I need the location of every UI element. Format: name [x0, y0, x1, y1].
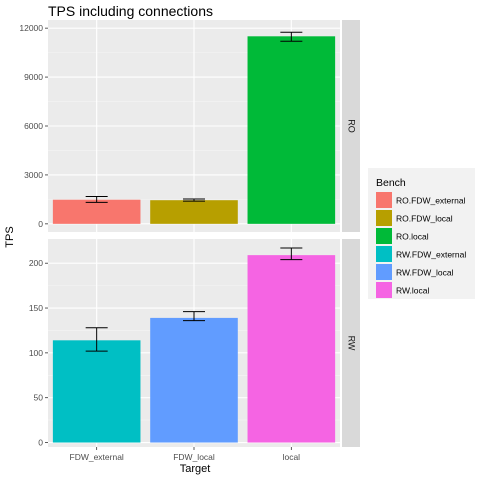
bar-rw-local	[247, 255, 336, 443]
legend-item: RO.local	[376, 228, 429, 244]
facet-panels: 0 3000 6000 9000 12000 RO 0 50 100 150 200 RW FDW_ex…	[19, 20, 360, 462]
facet-panel-rw: 0 50 100 150 200 RW	[29, 239, 360, 448]
legend-label: RO.local	[396, 232, 429, 242]
legend-title: Bench	[376, 177, 406, 189]
legend-items: RO.FDW_external RO.FDW_local RO.local RW.FD…	[376, 192, 466, 298]
legend-item: RW.FDW_external	[376, 246, 466, 262]
bar-ro-fdw-local	[150, 200, 238, 224]
legend-item: RO.FDW_external	[376, 192, 466, 208]
x-axis-title: Target	[180, 463, 211, 475]
bar-ro-fdw-external	[52, 199, 141, 224]
bar-rw-fdw-local	[150, 317, 238, 443]
legend-item: RW.FDW_local	[376, 264, 454, 280]
y-tick-label: 6000	[24, 121, 43, 131]
bar-rw-fdw-external	[52, 340, 141, 443]
facet-strip	[342, 20, 360, 232]
x-tick-label: local	[283, 452, 301, 462]
legend-item: RO.FDW_local	[376, 210, 453, 226]
legend: Bench RO.FDW_external RO.FDW_local RO.loca…	[368, 168, 475, 299]
facet-strip-label: RO	[347, 119, 357, 133]
x-tick-label: FDW_external	[70, 452, 124, 462]
legend-key-swatch	[376, 192, 392, 208]
y-tick-label: 200	[29, 258, 43, 268]
y-tick-label: 0	[38, 219, 43, 229]
legend-key-swatch	[376, 210, 392, 226]
y-tick-label: 3000	[24, 170, 43, 180]
legend-label: RO.FDW_external	[396, 196, 466, 206]
legend-label: RW.local	[396, 286, 429, 296]
legend-label: RW.FDW_external	[396, 250, 466, 260]
facet-panel-ro: 0 3000 6000 9000 12000 RO	[19, 20, 360, 232]
legend-key-swatch	[376, 282, 392, 298]
y-tick-label: 12000	[19, 23, 43, 33]
bar-ro-local	[247, 36, 336, 224]
legend-item: RW.local	[376, 282, 429, 298]
chart-title: TPS including connections	[48, 3, 213, 19]
y-tick-label: 0	[38, 438, 43, 448]
legend-key-swatch	[376, 228, 392, 244]
legend-key-swatch	[376, 246, 392, 262]
y-tick-label: 150	[29, 303, 43, 313]
legend-label: RO.FDW_local	[396, 214, 453, 224]
y-tick-label: 50	[34, 393, 44, 403]
facet-strip	[342, 239, 360, 447]
y-tick-label: 9000	[24, 72, 43, 82]
legend-key-swatch	[376, 264, 392, 280]
y-tick-label: 100	[29, 348, 43, 358]
facet-strip-label: RW	[347, 336, 357, 351]
y-axis-title: TPS	[4, 226, 16, 247]
legend-label: RW.FDW_local	[396, 268, 454, 278]
x-tick-label: FDW_local	[173, 452, 215, 462]
